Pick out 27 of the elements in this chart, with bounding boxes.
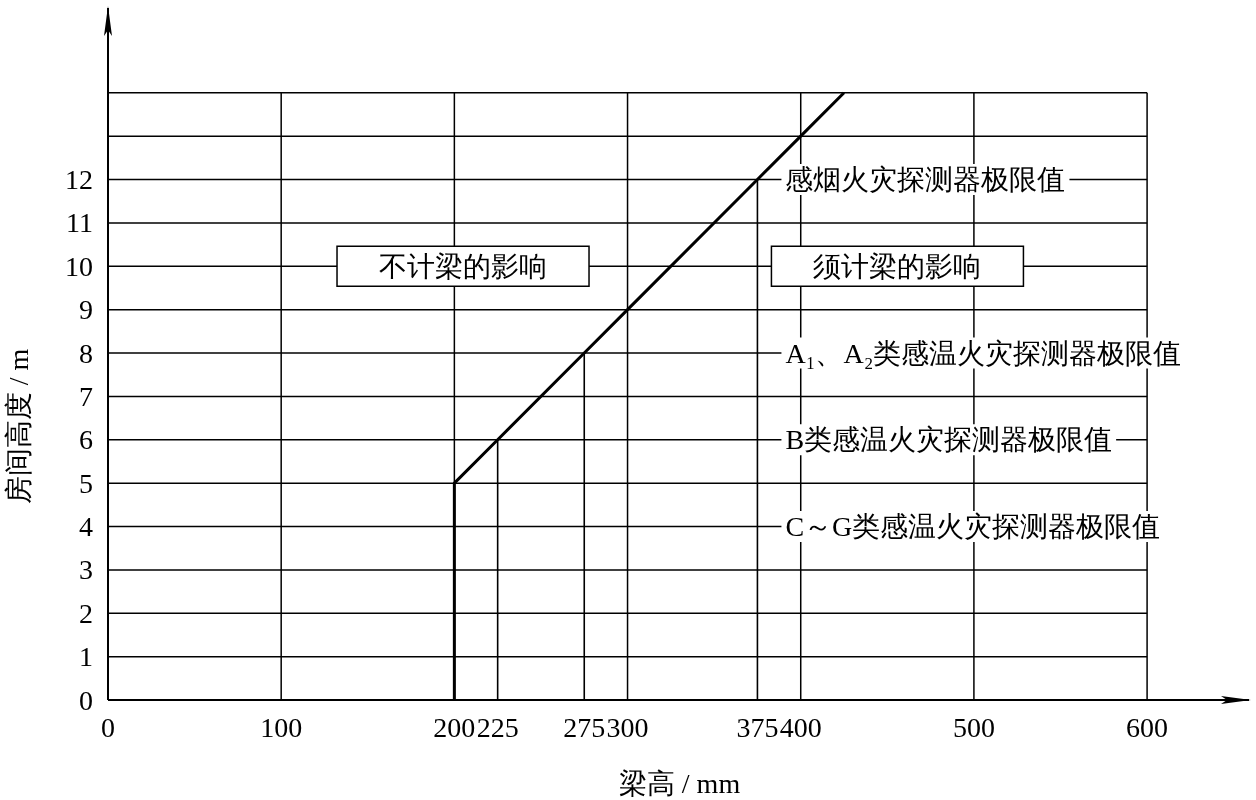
x-tick-label: 100: [260, 712, 303, 743]
x-tick-label: 0: [101, 712, 115, 743]
x-tick-label: 500: [952, 712, 995, 743]
y-tick-label: 11: [66, 207, 93, 239]
y-tick-label: 2: [79, 597, 93, 629]
annotation: 不计梁的影响: [379, 250, 548, 282]
x-axis-title: 梁高 / mm: [618, 768, 741, 799]
x-tick-label: 225: [476, 712, 519, 743]
y-tick-label: 6: [79, 424, 93, 456]
y-axis-title: 房间高度 / m: [2, 348, 34, 505]
y-tick-label: 12: [65, 164, 93, 195]
y-tick-label: 5: [79, 467, 93, 499]
x-tick-label: 375: [736, 712, 779, 743]
y-tick-label: 10: [65, 250, 93, 282]
y-tick-label: 9: [79, 294, 93, 326]
y-tick-label: 7: [79, 380, 93, 412]
y-tick-label: 8: [79, 337, 93, 369]
y-tick-label: 4: [79, 511, 93, 542]
y-tick-label: 3: [79, 554, 93, 586]
y-tick-label: 1: [79, 641, 93, 673]
x-tick-label: 300: [606, 712, 649, 743]
annotation: 须计梁的影响: [813, 250, 982, 282]
x-tick-label: 275: [563, 712, 606, 743]
x-tick-label: 200: [433, 712, 476, 743]
x-tick-label: 400: [779, 712, 822, 743]
y-tick-label: 0: [79, 684, 93, 716]
x-tick-label: 600: [1126, 712, 1169, 743]
